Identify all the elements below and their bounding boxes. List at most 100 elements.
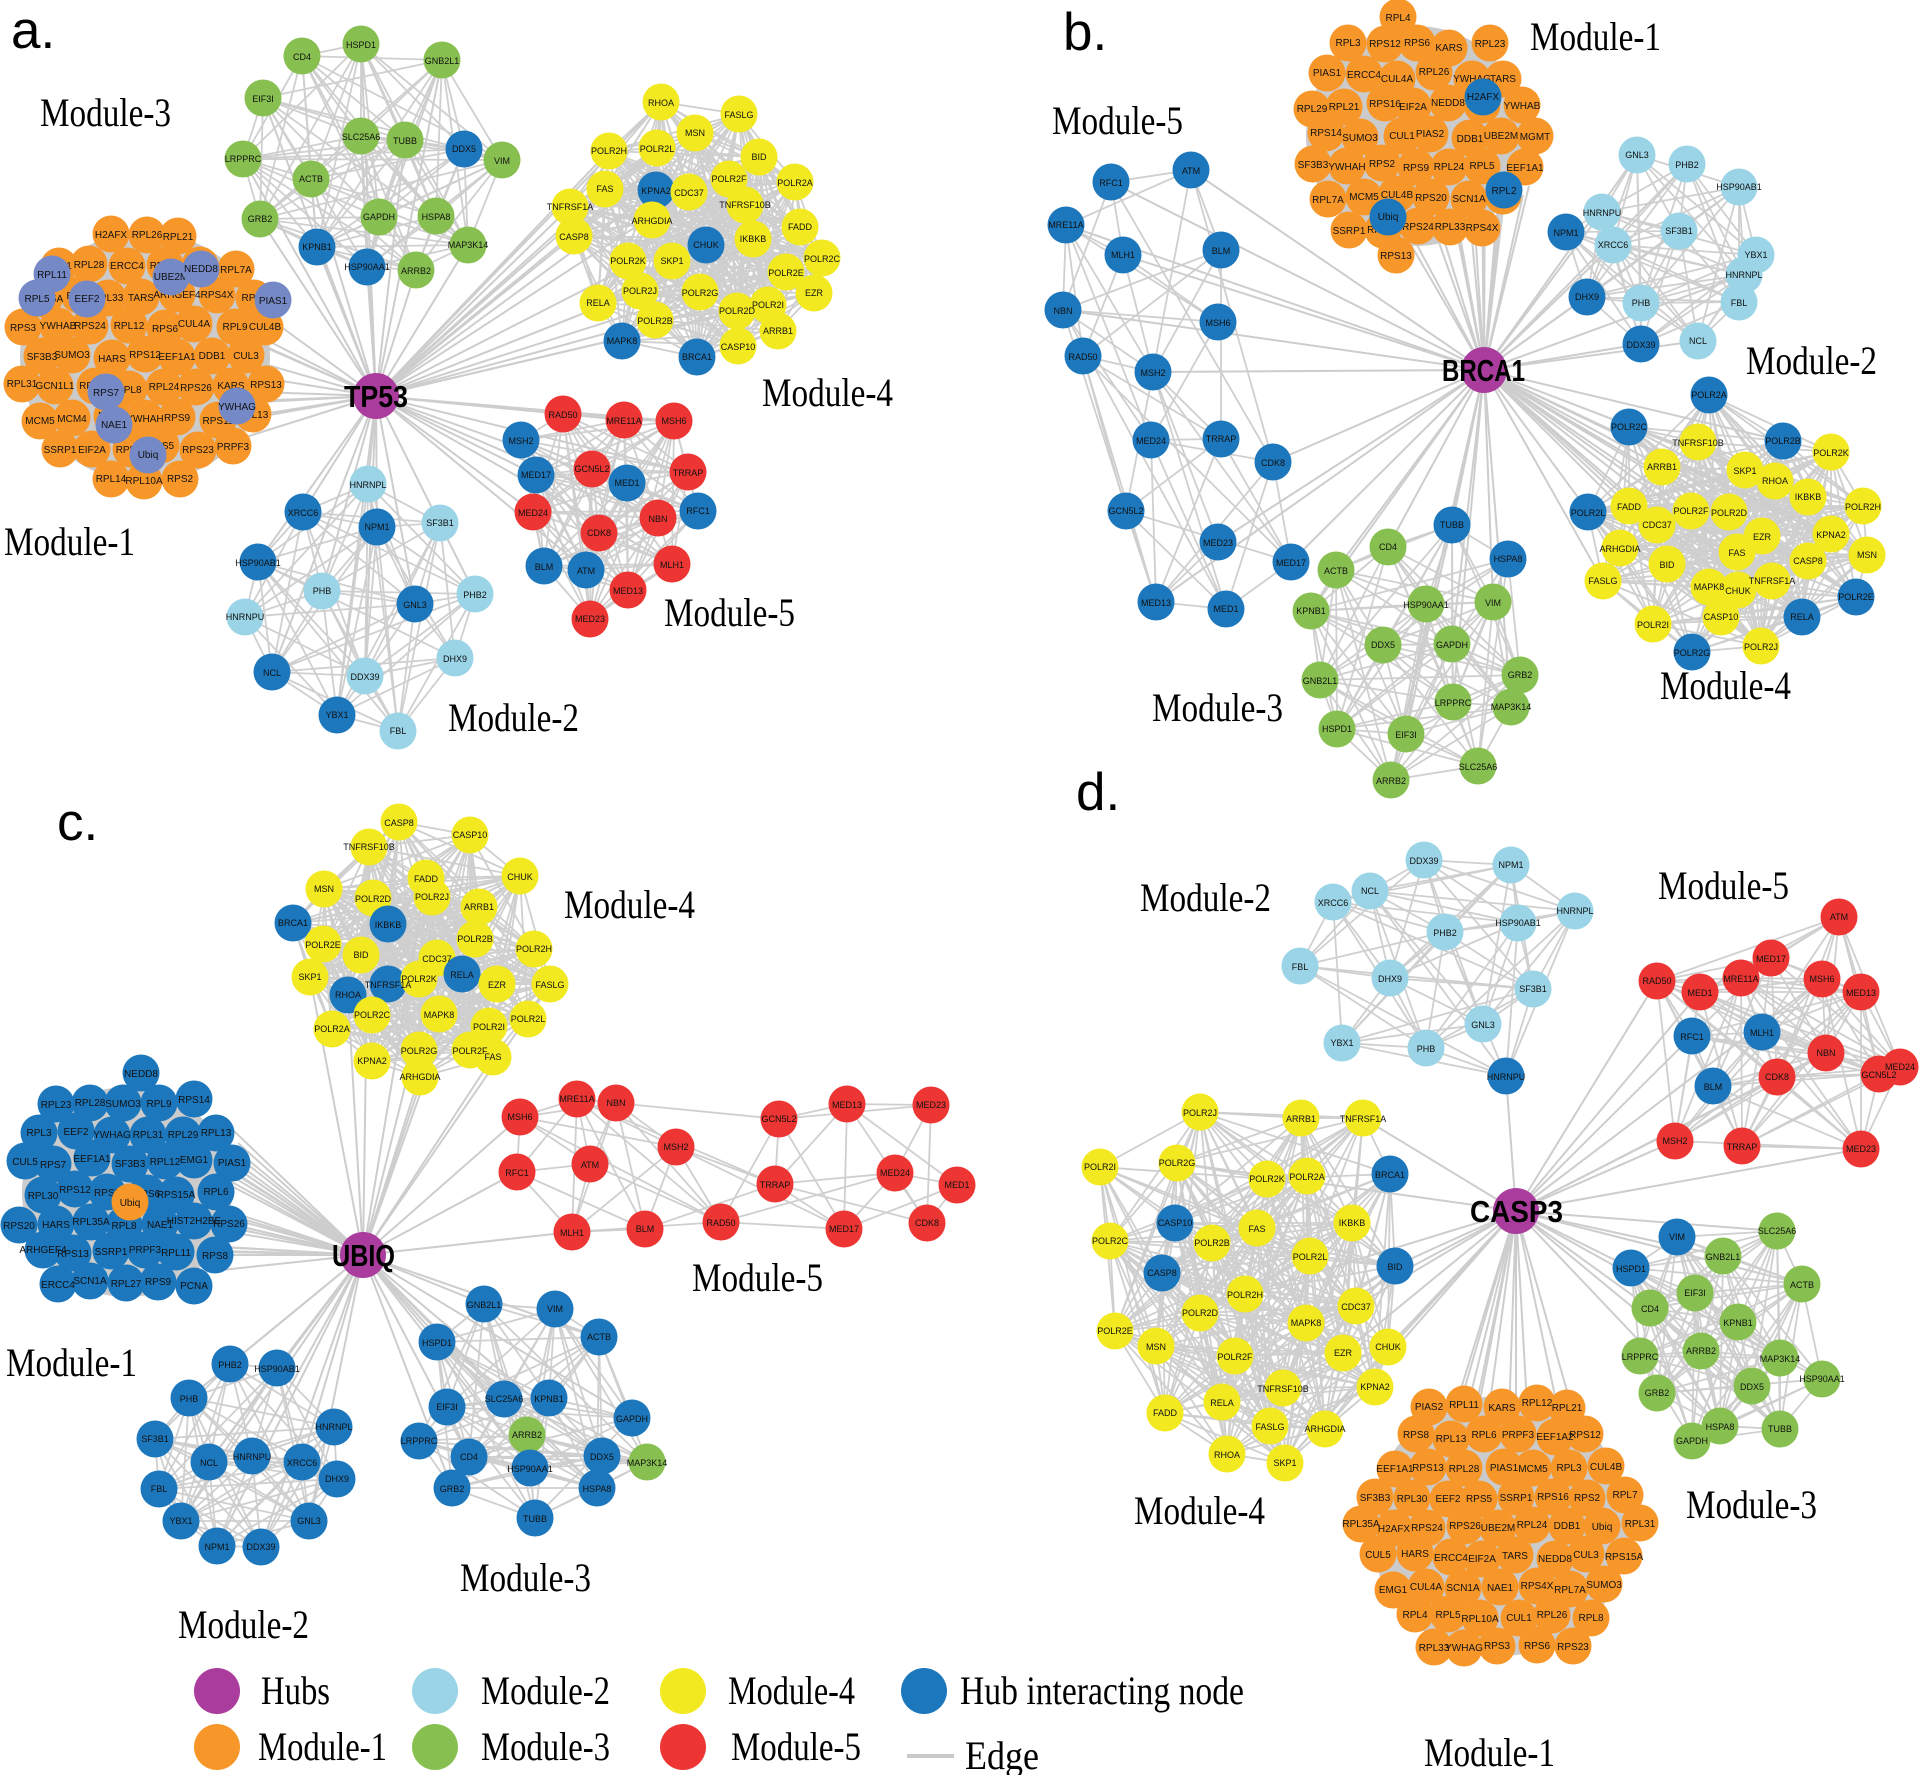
svg-text:MED1: MED1 xyxy=(1687,988,1712,998)
svg-text:MCM5: MCM5 xyxy=(1518,1464,1548,1475)
svg-text:RPL29: RPL29 xyxy=(1297,104,1328,115)
svg-text:RPL24: RPL24 xyxy=(1517,1520,1548,1531)
svg-text:MCM5: MCM5 xyxy=(25,416,55,427)
svg-text:MED23: MED23 xyxy=(916,1100,946,1110)
svg-text:RPS26: RPS26 xyxy=(180,383,212,394)
svg-text:RPL13: RPL13 xyxy=(201,1128,232,1139)
svg-text:GCN5L2: GCN5L2 xyxy=(1861,1070,1896,1080)
svg-text:EEF1A1: EEF1A1 xyxy=(1376,1464,1414,1475)
svg-text:PIAS1: PIAS1 xyxy=(259,296,288,307)
svg-text:VIM: VIM xyxy=(547,1304,563,1314)
svg-text:GNB2L1: GNB2L1 xyxy=(467,1300,502,1310)
svg-text:PHB2: PHB2 xyxy=(218,1360,242,1370)
svg-text:RPS8: RPS8 xyxy=(202,1251,229,1262)
svg-text:POLR2I: POLR2I xyxy=(1084,1162,1116,1172)
svg-text:MED17: MED17 xyxy=(829,1224,859,1234)
svg-text:HSPD1: HSPD1 xyxy=(1322,724,1352,734)
svg-text:NCL: NCL xyxy=(1689,336,1707,346)
svg-text:RPL29: RPL29 xyxy=(168,1130,199,1141)
svg-text:RHOA: RHOA xyxy=(1214,1450,1240,1460)
svg-text:MRE11A: MRE11A xyxy=(559,1094,594,1104)
svg-text:MSN: MSN xyxy=(1857,550,1877,560)
svg-text:ARHGEF4: ARHGEF4 xyxy=(19,1245,67,1256)
svg-text:DHX9: DHX9 xyxy=(1575,292,1599,302)
svg-text:RPL5: RPL5 xyxy=(24,294,49,305)
svg-text:YWHAH: YWHAH xyxy=(126,414,163,425)
svg-text:CUL3: CUL3 xyxy=(233,351,259,362)
svg-text:TRRAP: TRRAP xyxy=(673,468,704,478)
svg-text:SF3B1: SF3B1 xyxy=(426,518,454,528)
svg-text:RPS13: RPS13 xyxy=(250,380,282,391)
svg-text:RPL26: RPL26 xyxy=(1419,67,1450,78)
svg-text:GNL3: GNL3 xyxy=(403,600,427,610)
svg-text:POLR2D: POLR2D xyxy=(1711,508,1748,518)
svg-text:RPL11: RPL11 xyxy=(1449,1400,1479,1411)
svg-text:Module-1: Module-1 xyxy=(6,1340,137,1385)
svg-text:CUL3: CUL3 xyxy=(1573,1550,1599,1561)
svg-text:POLR2H: POLR2H xyxy=(1227,1290,1263,1300)
svg-text:FASLG: FASLG xyxy=(724,110,753,120)
svg-text:CUL4A: CUL4A xyxy=(178,319,211,330)
svg-text:ACTB: ACTB xyxy=(587,1332,611,1342)
svg-text:DDX5: DDX5 xyxy=(452,144,476,154)
svg-text:RPL14: RPL14 xyxy=(96,474,127,485)
svg-text:POLR2A: POLR2A xyxy=(777,178,813,188)
svg-text:MED1: MED1 xyxy=(944,1180,969,1190)
svg-text:RPL24: RPL24 xyxy=(1434,162,1465,173)
svg-text:MED13: MED13 xyxy=(832,1100,862,1110)
svg-text:RPL13: RPL13 xyxy=(1436,1434,1467,1445)
svg-text:RPL4: RPL4 xyxy=(1385,13,1410,24)
svg-text:MAP3K14: MAP3K14 xyxy=(448,240,489,250)
svg-text:POLR2F: POLR2F xyxy=(452,1046,488,1056)
svg-text:NBN: NBN xyxy=(1053,306,1072,316)
svg-text:PRPF3: PRPF3 xyxy=(129,1245,162,1256)
svg-text:SCN1A: SCN1A xyxy=(1452,194,1486,205)
svg-text:Module-1: Module-1 xyxy=(258,1724,387,1769)
svg-text:CUL1: CUL1 xyxy=(1389,131,1415,142)
svg-text:EZR: EZR xyxy=(805,288,824,298)
svg-text:DDX39: DDX39 xyxy=(246,1542,275,1552)
svg-text:POLR2C: POLR2C xyxy=(1611,422,1648,432)
svg-text:Ubiq: Ubiq xyxy=(1378,212,1399,223)
svg-text:DDB1: DDB1 xyxy=(1457,134,1484,145)
svg-text:ARRB1: ARRB1 xyxy=(464,902,494,912)
svg-text:KPNA2: KPNA2 xyxy=(1360,1382,1390,1392)
svg-text:HSP90AA1: HSP90AA1 xyxy=(1403,600,1449,610)
svg-text:HSP90AB1: HSP90AB1 xyxy=(1716,182,1762,192)
svg-text:LRPPRC: LRPPRC xyxy=(1622,1352,1659,1362)
svg-text:ARHGEF4: ARHGEF4 xyxy=(153,290,201,301)
svg-text:DDX5: DDX5 xyxy=(590,1452,614,1462)
svg-text:RPL26: RPL26 xyxy=(1537,1610,1568,1621)
svg-text:POLR2K: POLR2K xyxy=(1813,448,1849,458)
svg-text:POLR2K: POLR2K xyxy=(1249,1174,1285,1184)
svg-text:RPL13: RPL13 xyxy=(238,410,269,421)
svg-text:TRRAP: TRRAP xyxy=(760,1180,791,1190)
svg-text:EEF1A1: EEF1A1 xyxy=(73,1154,111,1165)
svg-text:GAPDH: GAPDH xyxy=(616,1414,648,1424)
svg-text:SF3B3: SF3B3 xyxy=(27,352,58,363)
svg-text:Module-2: Module-2 xyxy=(178,1602,309,1647)
svg-text:YBX1: YBX1 xyxy=(1744,250,1767,260)
svg-text:POLR2E: POLR2E xyxy=(1097,1326,1133,1336)
svg-text:CASP8: CASP8 xyxy=(384,818,414,828)
svg-text:GNL3: GNL3 xyxy=(297,1516,321,1526)
svg-text:RPS12: RPS12 xyxy=(1369,39,1401,50)
svg-text:POLR2E: POLR2E xyxy=(768,268,804,278)
svg-text:RPS13: RPS13 xyxy=(1412,1463,1444,1474)
svg-text:POLR2C: POLR2C xyxy=(1092,1236,1129,1246)
svg-text:SUMO3: SUMO3 xyxy=(105,1099,141,1110)
svg-text:NCL: NCL xyxy=(200,1458,218,1468)
svg-text:EZR: EZR xyxy=(1753,532,1772,542)
svg-text:MED23: MED23 xyxy=(1846,1144,1876,1154)
svg-text:CASP10: CASP10 xyxy=(1704,612,1739,622)
svg-text:YBX1: YBX1 xyxy=(1330,1038,1353,1048)
svg-text:YWHAG: YWHAG xyxy=(1445,1643,1483,1654)
svg-text:TUBB: TUBB xyxy=(1440,520,1464,530)
svg-text:KPNB1: KPNB1 xyxy=(534,1394,564,1404)
svg-text:RAD50: RAD50 xyxy=(1642,976,1671,986)
svg-text:HNRNPL: HNRNPL xyxy=(349,480,386,490)
svg-text:CHUK: CHUK xyxy=(1725,586,1751,596)
svg-text:SSRP1: SSRP1 xyxy=(1500,1493,1533,1504)
svg-text:PIAS1: PIAS1 xyxy=(1313,68,1342,79)
svg-text:DDX39: DDX39 xyxy=(1409,856,1438,866)
